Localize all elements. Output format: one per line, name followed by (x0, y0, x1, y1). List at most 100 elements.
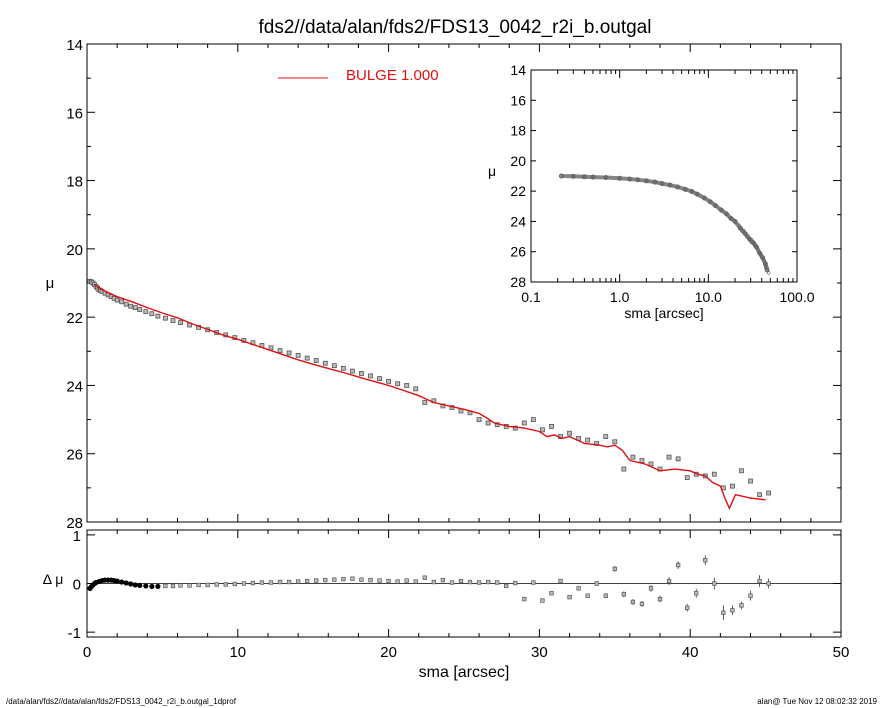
residual-data-point (766, 581, 771, 586)
main-data-point (413, 386, 419, 392)
main-data-point (359, 371, 364, 376)
residual-data-point (214, 582, 219, 587)
residual-x-ticks: 0 10 20 30 40 50 (83, 530, 849, 661)
residual-data-point (522, 596, 527, 602)
residual-y-tick-label: -1 (68, 625, 81, 642)
residual-data-point (603, 593, 608, 598)
main-y-axis-label: μ (46, 275, 55, 292)
main-y-ticks: 14 16 18 20 22 24 26 28 (66, 37, 841, 532)
inset-y-tick-label: 26 (510, 244, 526, 260)
inset-y-tick-label: 24 (510, 213, 526, 229)
main-data-point (350, 368, 355, 374)
main-y-tick-label: 20 (66, 242, 83, 259)
inset-x-ticks: 0.1 1.0 10.0 100.0 (521, 70, 815, 305)
residual-data-point (431, 579, 436, 585)
inset-y-tick-label: 16 (510, 92, 526, 108)
residual-data-point (504, 583, 509, 589)
main-data-point (277, 348, 283, 354)
legend-label: BULGE 1.000 (346, 67, 439, 84)
residual-data-point (567, 594, 572, 600)
x-tick-label: 0 (83, 644, 91, 661)
main-y-tick-label: 28 (66, 515, 83, 532)
residual-data-point (639, 601, 645, 607)
main-data-point (149, 311, 155, 317)
main-y-tick-label: 26 (66, 447, 83, 464)
main-data-point (155, 313, 161, 319)
residual-data-point (757, 578, 762, 584)
inset-data-points (558, 173, 771, 275)
residual-data-point (170, 583, 176, 589)
residual-data-point (495, 580, 500, 585)
inset-x-axis-label: sma [arcsec] (624, 305, 703, 321)
residual-data-point (223, 582, 228, 587)
main-y-tick-label: 24 (66, 378, 83, 395)
main-data-point (368, 373, 373, 379)
residual-data-point (531, 580, 536, 585)
residual-data-point (268, 580, 274, 585)
residual-data-point (232, 581, 237, 587)
residual-panel: -101 0 10 20 30 40 50 Δ μ sma [arcsec] (43, 528, 850, 681)
main-data-point (137, 307, 143, 313)
residual-y-tick-label: 1 (73, 528, 81, 545)
main-data-point (739, 468, 744, 474)
inset-y-axis-label: μ (488, 163, 496, 179)
main-data-point (666, 454, 672, 460)
main-y-tick-label: 18 (66, 174, 83, 191)
residual-data-point (178, 583, 183, 588)
main-data-point (485, 420, 491, 426)
residual-data-point (404, 578, 409, 583)
main-data-point (331, 363, 337, 369)
main-data-point (295, 352, 301, 358)
footer-file-path: /data/alan/fds2//data/alan/fds2/FDS13_00… (6, 697, 236, 706)
residual-data-point (540, 598, 545, 603)
main-data-point (612, 439, 618, 445)
residual-data-point (440, 577, 446, 583)
residual-data-point (413, 579, 418, 584)
main-y-tick-label: 14 (66, 37, 83, 54)
main-data-point (476, 417, 482, 422)
inset-x-tick-label: 100.0 (779, 289, 814, 305)
residual-data-point (721, 610, 726, 615)
residual-data-point (377, 578, 382, 583)
residual-data-point (703, 558, 708, 563)
main-data-point (386, 378, 392, 384)
main-data-point (114, 297, 120, 303)
main-data-point (675, 456, 681, 462)
main-x-ticks (86, 44, 842, 522)
residual-data-point (386, 578, 391, 584)
residual-data-point (350, 576, 355, 581)
residual-y-ticks: -1 0 1 (68, 528, 841, 642)
main-data-point (684, 475, 690, 481)
residual-data-point (657, 596, 663, 602)
residual-data-point (476, 580, 482, 585)
residual-data-point (250, 580, 256, 586)
main-data-point (313, 358, 319, 363)
residual-data-point (137, 582, 143, 589)
main-data-point (170, 318, 176, 323)
residual-data-point (114, 578, 120, 584)
residual-data-point (558, 578, 563, 584)
residual-data-point (675, 562, 681, 568)
inset-x-tick-label: 0.1 (521, 289, 541, 305)
main-y-tick-label: 16 (66, 105, 83, 122)
residual-data-point (286, 579, 292, 585)
residual-data-point (187, 583, 192, 588)
inset-x-tick-label: 10.0 (695, 289, 722, 305)
residual-data-point (119, 579, 125, 585)
residual-data-point (449, 580, 455, 585)
main-data-point (567, 430, 572, 436)
main-data-point (119, 299, 125, 305)
residual-data-point (163, 583, 168, 589)
residual-data-point (314, 578, 319, 583)
main-data-point (395, 381, 401, 387)
main-data-point (730, 483, 735, 489)
main-panel: 14 16 18 20 22 24 26 28 μ BULGE 1.000 (46, 37, 842, 532)
inset-y-tick-label: 28 (510, 274, 526, 290)
residual-data-point (305, 578, 310, 584)
main-y-tick-label: 22 (66, 310, 83, 327)
main-data-point (757, 492, 762, 498)
main-data-point (143, 309, 149, 315)
residual-data-point (132, 582, 138, 588)
main-data-point (128, 303, 134, 309)
